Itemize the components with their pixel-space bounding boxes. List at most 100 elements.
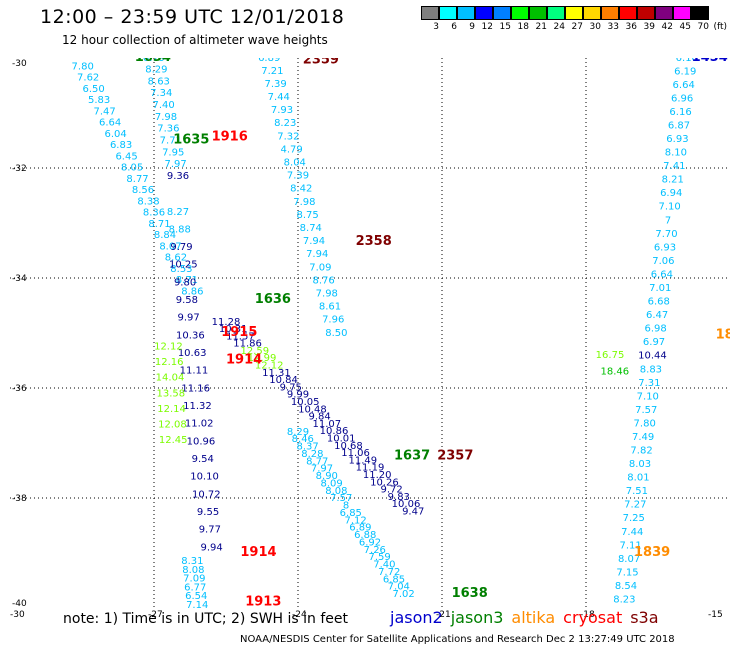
swh-value: 9.99 — [287, 390, 309, 401]
x-tick-label: -21 — [436, 610, 451, 618]
swh-value: 9.55 — [197, 507, 219, 518]
swh-value: 8.63 — [148, 76, 170, 87]
swh-value: 8.46 — [292, 434, 314, 445]
pass-time-label: 1914 — [240, 545, 276, 560]
swh-value: 7.10 — [659, 202, 681, 213]
swh-value: 13.58 — [156, 388, 185, 399]
swh-value: 7.98 — [293, 197, 315, 208]
swh-value: 7.98 — [316, 288, 338, 299]
swh-value: 11.20 — [363, 470, 392, 481]
swh-value: 7.59 — [368, 552, 390, 563]
swh-value: 8.77 — [126, 174, 148, 185]
swh-value: 7.36 — [157, 124, 179, 135]
swh-value: 6.64 — [651, 269, 673, 280]
swh-value: 10.44 — [638, 351, 667, 362]
swh-value: 10.06 — [392, 499, 421, 510]
swh-value: 7.72 — [378, 567, 400, 578]
swh-value: 10.68 — [334, 441, 363, 452]
swh-value: 12.16 — [155, 357, 184, 368]
pass-time-label: 1915 — [221, 325, 257, 340]
swh-value: 7.98 — [155, 112, 177, 123]
swh-value: 8.77 — [306, 456, 328, 467]
swh-value: 6.16 — [669, 107, 691, 118]
color-scale-label: (ft) — [713, 22, 727, 32]
swh-value: 8.38 — [137, 196, 159, 207]
satellite-legend: jason2 jason3 altika cryosat s3a — [390, 608, 667, 627]
swh-value: 14.04 — [156, 373, 185, 384]
color-scale-label: 24 — [553, 22, 565, 32]
x-tick-label: -18 — [580, 610, 595, 618]
swh-value: 8.61 — [319, 302, 341, 313]
color-swatch — [529, 6, 547, 20]
swh-value: 9.97 — [177, 313, 199, 324]
swh-value: 6.87 — [668, 120, 690, 131]
swh-value: 7.62 — [77, 73, 99, 84]
swh-value: 8.84 — [154, 230, 176, 241]
swh-value: 8.54 — [615, 581, 637, 592]
swh-value: 8.42 — [290, 184, 312, 195]
color-scale-label: 9 — [469, 22, 475, 32]
swh-value: 7.34 — [150, 88, 172, 99]
swh-value: 7.14 — [186, 600, 208, 611]
swh-value: 9.94 — [200, 542, 222, 553]
color-scale-label: 12 — [481, 22, 493, 32]
color-scale-label: 3 — [433, 22, 439, 32]
swh-value: 8.36 — [143, 208, 165, 219]
swh-value: 9.47 — [402, 507, 424, 518]
swh-value: 8.10 — [665, 148, 687, 159]
color-scale-label: 33 — [607, 22, 619, 32]
swh-value: 6.89 — [349, 523, 371, 534]
swh-value: 6.45 — [115, 151, 137, 162]
wave-height-map: -30-32-34-36-38-40-30 -27 -24 -21 -18 -156.89… — [10, 58, 730, 618]
swh-value: 7.11 — [620, 540, 642, 551]
swh-value: 7.95 — [162, 147, 184, 158]
swh-value: 7 — [665, 215, 671, 226]
color-swatch — [655, 6, 673, 20]
swh-value: 6.88 — [354, 530, 376, 541]
swh-value: 11.57 — [226, 331, 255, 342]
color-swatch — [583, 6, 601, 20]
swh-value: 7.82 — [630, 446, 652, 457]
credit-text: NOAA/NESDIS Center for Satellite Applica… — [240, 634, 675, 645]
swh-value: 7.47 — [93, 106, 115, 117]
swh-value: 11.16 — [181, 383, 210, 394]
page-subtitle: 12 hour collection of altimeter wave hei… — [62, 33, 328, 47]
swh-value: 7.97 — [311, 464, 333, 475]
swh-value: 6.83 — [110, 140, 132, 151]
color-scale-label: 36 — [625, 22, 637, 32]
swh-value: 9.75 — [280, 382, 302, 393]
swh-value: 6.98 — [644, 324, 666, 335]
swh-value: 8.08 — [182, 565, 204, 576]
x-tick-label: -27 — [148, 610, 163, 618]
swh-value: 7.31 — [638, 378, 660, 389]
swh-value: 8.71 — [176, 275, 198, 286]
swh-value: 10.96 — [187, 436, 216, 447]
swh-value: 7.40 — [152, 100, 174, 111]
swh-value: 8.56 — [132, 185, 154, 196]
legend-cryosat: cryosat — [563, 608, 623, 627]
swh-value: 7.97 — [164, 159, 186, 170]
swh-value: 7.27 — [624, 500, 646, 511]
swh-value: 6.50 — [83, 84, 105, 95]
swh-value: 6.64 — [673, 80, 695, 91]
swh-value: 6.19 — [674, 66, 696, 77]
swh-value: 6.77 — [184, 582, 206, 593]
swh-value: 7.09 — [309, 262, 331, 273]
swh-value: 8.03 — [629, 459, 651, 470]
color-scale-label: 30 — [589, 22, 601, 32]
swh-value: 6.85 — [383, 574, 405, 585]
swh-value: 12.99 — [248, 353, 277, 364]
swh-value: 9.36 — [167, 171, 189, 182]
swh-value: 9.79 — [170, 242, 192, 253]
swh-value: 6.54 — [185, 591, 207, 602]
y-tick-label: -40 — [12, 599, 27, 609]
swh-value: 7.93 — [271, 105, 293, 116]
swh-value: 12.12 — [255, 361, 284, 372]
color-scale-labels: 3 6 9 12 15 18 21 24 27 30 33 36 39 42 45 70 (ft) — [421, 22, 727, 32]
color-scale-label: 39 — [643, 22, 655, 32]
swh-value: 8.08 — [325, 486, 347, 497]
swh-value: 8.09 — [320, 478, 342, 489]
pass-time-label: 18 — [716, 328, 730, 343]
swh-value: 9.54 — [192, 454, 214, 465]
swh-value: 10.48 — [298, 404, 327, 415]
